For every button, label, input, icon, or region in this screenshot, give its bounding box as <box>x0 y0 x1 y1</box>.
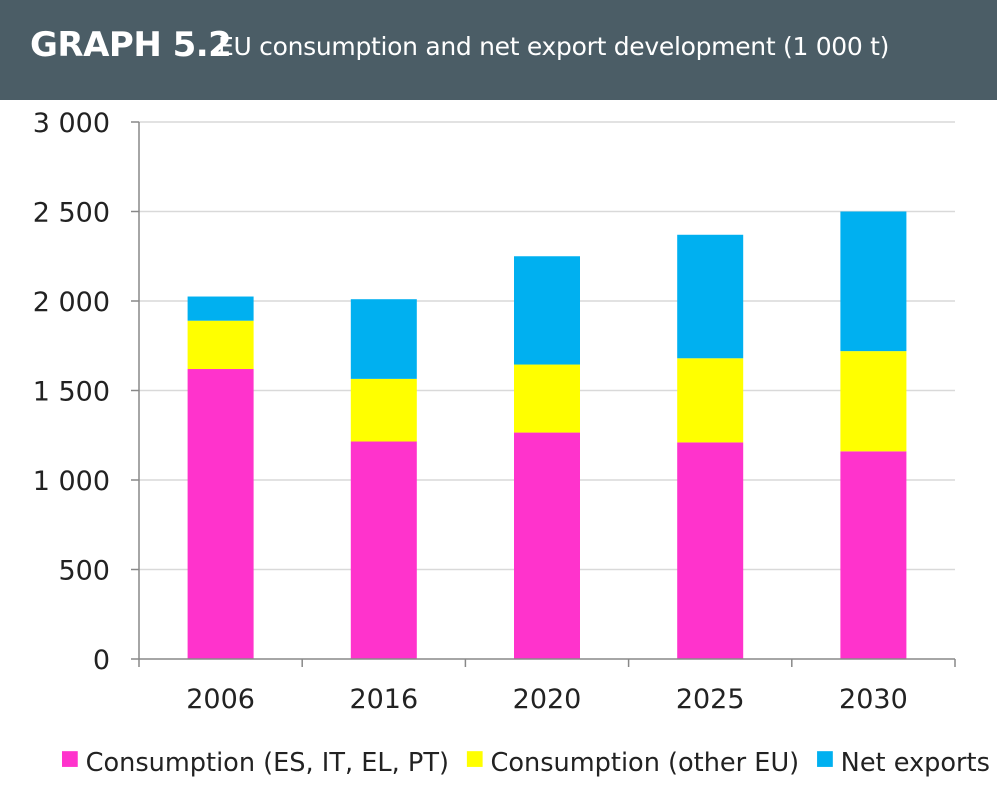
bar-2016-series-1 <box>350 441 417 659</box>
bar-2016-series-3 <box>350 299 417 379</box>
graph-number: GRAPH 5.2 <box>30 25 232 65</box>
y-tick-label: 1 000 <box>33 466 110 497</box>
y-tick-label: 3 000 <box>33 108 110 139</box>
y-tick-label: 2 000 <box>33 287 110 318</box>
bar-2016-series-2 <box>350 378 417 442</box>
legend-label: Consumption (other EU) <box>491 748 800 778</box>
x-tick-label: 2016 <box>349 684 418 715</box>
bar-2006-series-1 <box>187 369 254 659</box>
bar-2020-series-2 <box>514 364 580 433</box>
legend-swatch <box>62 751 78 767</box>
axes <box>131 121 956 667</box>
legend: Consumption (ES, IT, EL, PT) Consumption … <box>62 748 990 778</box>
bar-2006-series-2 <box>187 320 254 370</box>
legend-swatch <box>466 751 483 767</box>
y-axis-tick-labels: 0 500 1 000 1 500 2 000 2 500 3 000 <box>33 108 110 676</box>
chart-header: GRAPH 5.2 EU consumption and net export … <box>0 0 997 100</box>
chart-title: EU consumption and net export developmen… <box>218 32 890 61</box>
x-tick-label: 2025 <box>676 684 745 715</box>
legend-label: Net exports <box>841 748 990 778</box>
bar-2030-series-1 <box>840 451 907 659</box>
x-tick-label: 2006 <box>186 684 255 715</box>
bar-2030-series-3 <box>840 211 907 352</box>
y-tick-label: 500 <box>58 556 110 587</box>
x-tick-label: 2030 <box>839 684 908 715</box>
bar-2025-series-3 <box>677 234 744 359</box>
legend-label: Consumption (ES, IT, EL, PT) <box>86 748 449 778</box>
bars <box>187 211 907 659</box>
y-tick-label: 0 <box>93 645 110 676</box>
y-tick-label: 2 500 <box>33 198 110 229</box>
bar-2006-series-3 <box>187 296 254 321</box>
bar-2020-series-3 <box>514 256 580 365</box>
bar-2025-series-2 <box>677 358 744 443</box>
bar-2030-series-2 <box>840 351 907 452</box>
x-tick-label: 2020 <box>513 684 582 715</box>
bar-2020-series-1 <box>514 432 580 659</box>
legend-swatch <box>817 751 833 767</box>
x-axis-tick-labels: 2006 2016 2020 2025 2030 <box>186 684 908 715</box>
bar-2025-series-1 <box>677 442 744 659</box>
y-tick-label: 1 500 <box>33 377 110 408</box>
